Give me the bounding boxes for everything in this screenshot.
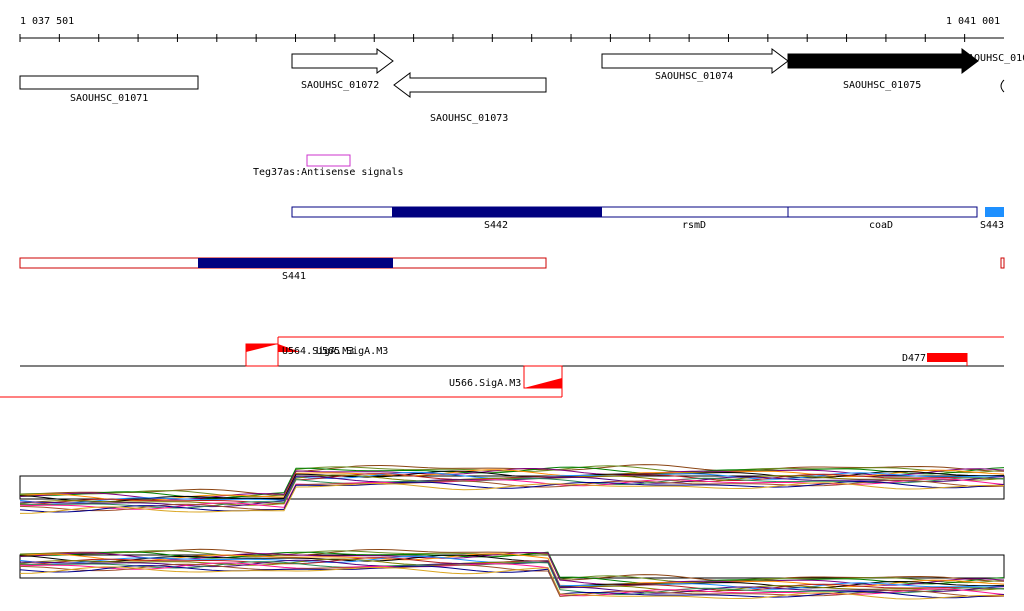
expression-series-line [19,563,1005,598]
promoter-u564-wedge[interactable] [246,344,278,352]
promoter-u566-wedge[interactable] [524,378,562,388]
expression-series-line [19,548,1005,582]
expression-series-line [19,480,1005,513]
gene-saouhsc-01071[interactable] [19,75,199,90]
expression-track-2 [19,548,1005,600]
expression-series-line [19,470,1005,503]
expression-series-line [19,478,1005,510]
gene-saouhsc-01076[interactable] [1000,79,1005,93]
gene-label-saouhsc-01073: SAOUHSC_01073 [430,113,508,124]
expression-series-line [19,464,1005,496]
promoter-label-d477: D477 [902,353,926,364]
gene-label-saouhsc-01071: SAOUHSC_01071 [70,93,148,104]
antisense-box[interactable] [306,154,351,167]
expression-series-line [19,562,1005,597]
segment-label-s441: S441 [282,271,306,282]
promoter-label-u565: U565.SigA.M3 [316,346,388,357]
promoter-label-u564: U564.SigA.M3 [282,346,354,357]
segment-label-coaD: coaD [869,220,893,231]
gene-label-saouhsc-01076: SAOUHSC_01076 [962,53,1024,64]
gene-label-saouhsc-01075: SAOUHSC_01075 [843,80,921,91]
ruler-ticks [19,34,966,42]
gene-saouhsc-01074[interactable] [601,48,789,74]
promoter-track: U564.SigA.M3 U565.SigA.M3 D477 U566.SigA… [0,336,1004,398]
gene-track: SAOUHSC_01071 SAOUHSC_01072 SAOUHSC_0107… [19,48,1024,124]
promoter-label-u566: U566.SigA.M3 [449,378,521,389]
expression-lines-1 [19,464,1005,514]
segment-small-right[interactable] [1000,257,1005,269]
expression-series-line [19,474,1005,506]
segment-label-s443: S443 [980,220,1004,231]
expression-lines-2 [19,548,1005,600]
segment-label-rsmD: rsmD [682,220,706,231]
segment-s441-fill[interactable] [198,258,393,268]
segment-s442-fill[interactable] [392,207,602,217]
gene-saouhsc-01072[interactable] [291,48,394,74]
gene-label-saouhsc-01074: SAOUHSC_01074 [655,71,733,82]
expression-track-1 [19,464,1005,514]
ruler: 1 037 501 1 041 001 [19,16,1004,42]
expression-series-line [19,479,1005,512]
gene-saouhsc-01073[interactable] [393,72,547,98]
antisense-label: Teg37as:Antisense signals [253,167,404,178]
expression-series-line [19,557,1005,591]
expression-series-line [19,565,1005,599]
antisense-track: Teg37as:Antisense signals [253,154,404,178]
segment-track-1: S442 rsmD coaD S443 [291,206,1004,231]
expression-series-line [19,554,1005,589]
segment-label-s442: S442 [484,220,508,231]
segment-s442-outline[interactable] [291,206,978,218]
segment-s443[interactable] [985,207,1004,217]
expression-series-line [19,566,1005,600]
ruler-end-label: 1 041 001 [946,16,1000,27]
expression-series-line [19,473,1005,505]
promoter-u565-wedge[interactable] [278,344,300,352]
promoter-d477[interactable] [927,353,967,362]
gene-label-saouhsc-01072: SAOUHSC_01072 [301,80,379,91]
segment-track-2: S441 [19,257,1005,282]
expression-series-line [19,477,1005,509]
expression-series-line [19,466,1005,499]
ruler-start-label: 1 037 501 [20,16,74,27]
expression-series-line [19,558,1005,593]
expression-series-line [19,482,1005,514]
gene-saouhsc-01075[interactable] [787,48,979,74]
